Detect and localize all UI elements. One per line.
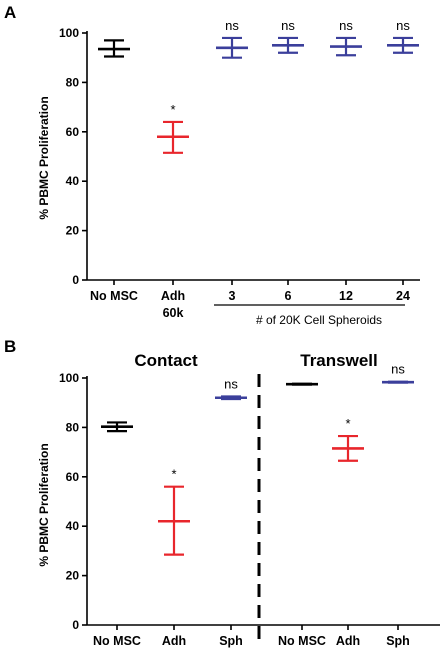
panel-b-y-axis-label: % PBMC Proliferation — [37, 443, 51, 566]
panel-a-significance-label: ns — [396, 18, 410, 33]
panel-b-significance-label: * — [345, 416, 350, 431]
panel-b-title-transwell: Transwell — [300, 351, 377, 370]
panel-a-x-tick-label: 3 — [229, 289, 236, 303]
panel-a-x-tick-label: 6 — [285, 289, 292, 303]
panel-a-significance-label: ns — [225, 18, 239, 33]
panel-a-plot: 0 20 40 60 80 100 No MSC Adh 60k * 3 ns 6 ns 12 ns 24 ns — [59, 18, 420, 320]
panel-b-y-tick-label: 40 — [66, 519, 80, 533]
panel-b-significance-label: * — [171, 467, 176, 482]
panel-a-y-tick-label: 60 — [66, 125, 80, 139]
panel-a-y-tick-label: 100 — [59, 26, 79, 40]
panel-a-x-tick-label: 24 — [396, 289, 410, 303]
panel-a-x-tick-label: No MSC — [90, 289, 138, 303]
panel-b-x-tick-label: Adh — [336, 634, 360, 648]
panel-b-y-tick-label: 100 — [59, 371, 79, 385]
panel-a-significance-label: ns — [281, 18, 295, 33]
panel-b-x-tick-label: No MSC — [278, 634, 326, 648]
panel-a-significance-label: ns — [339, 18, 353, 33]
panel-b-y-tick-label: 60 — [66, 470, 80, 484]
panel-b-x-tick-label: Adh — [162, 634, 186, 648]
panel-a-y-axis-label: % PBMC Proliferation — [37, 96, 51, 219]
panel-a-group-label: # of 20K Cell Spheroids — [256, 313, 382, 327]
panel-b-y-tick-label: 20 — [66, 569, 80, 583]
panel-a-x-tick-label: 12 — [339, 289, 353, 303]
panel-b-significance-label: ns — [391, 362, 405, 377]
panel-b-label: B — [4, 337, 16, 356]
panel-b-y-tick-label: 0 — [72, 618, 79, 632]
panel-a-significance-label: * — [170, 102, 175, 117]
panel-a-y-tick-label: 40 — [66, 174, 80, 188]
panel-a-x-tick-label-line2: 60k — [163, 306, 184, 320]
panel-a-y-tick-label: 20 — [66, 224, 80, 238]
panel-b-title-contact: Contact — [134, 351, 198, 370]
panel-b-y-tick-label: 80 — [66, 420, 80, 434]
panel-a-x-tick-label: Adh — [161, 289, 185, 303]
panel-a-y-tick-label: 80 — [66, 75, 80, 89]
panel-b-plot: 0 20 40 60 80 100 No MSC Adh * Sph ns No MSC Adh * Sph… — [59, 362, 440, 648]
panel-b-x-tick-label: Sph — [386, 634, 410, 648]
panel-a-y-tick-label: 0 — [72, 273, 79, 287]
panel-b-x-tick-label: Sph — [219, 634, 243, 648]
panel-b-significance-label: ns — [224, 377, 238, 392]
panel-a-label: A — [4, 3, 16, 22]
panel-b-x-tick-label: No MSC — [93, 634, 141, 648]
